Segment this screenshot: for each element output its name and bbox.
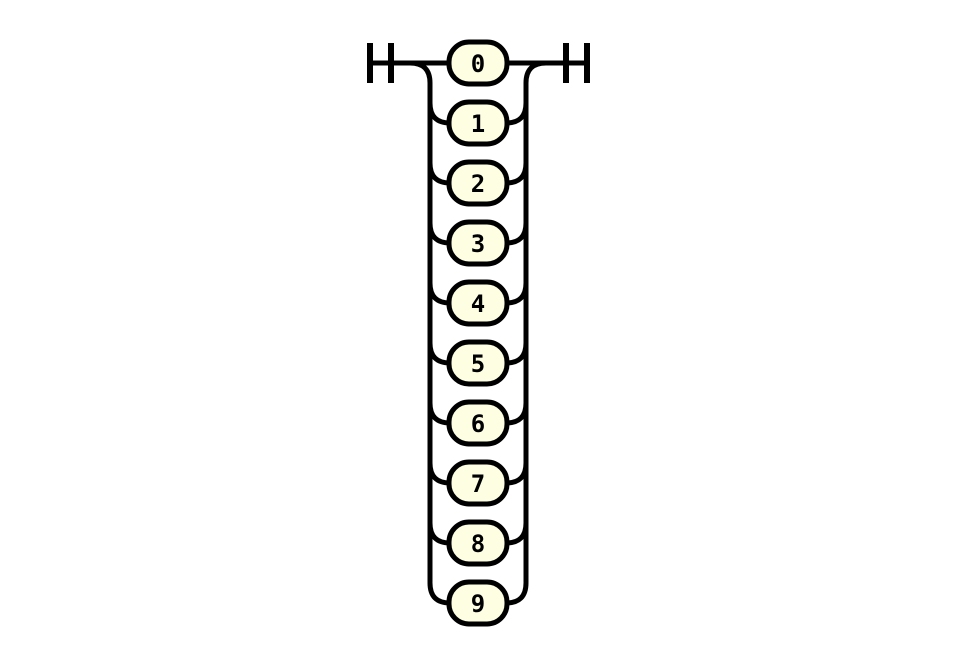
right-trunk — [523, 60, 549, 585]
terminal-3: 3 — [446, 219, 510, 267]
terminal-box — [446, 399, 510, 447]
terminal-label: 8 — [471, 530, 485, 558]
terminal-label: 5 — [471, 350, 485, 378]
terminal-label: 0 — [471, 50, 485, 78]
terminal-label: 6 — [471, 410, 485, 438]
terminal-7: 7 — [446, 459, 510, 507]
terminal-box — [446, 159, 510, 207]
terminal-2: 2 — [446, 159, 510, 207]
terminal-label: 9 — [471, 590, 485, 618]
terminal-label: 1 — [471, 110, 485, 138]
terminal-label: 2 — [471, 170, 485, 198]
terminal-box — [446, 39, 510, 87]
terminal-label: 4 — [471, 290, 485, 318]
terminal-box — [446, 459, 510, 507]
terminal-box — [446, 219, 510, 267]
terminal-9: 9 — [446, 579, 510, 627]
terminal-5: 5 — [446, 339, 510, 387]
terminal-0: 0 — [446, 39, 510, 87]
terminal-box — [446, 339, 510, 387]
terminal-label: 7 — [471, 470, 485, 498]
terminal-box — [446, 279, 510, 327]
terminal-box — [446, 519, 510, 567]
terminal-1: 1 — [446, 99, 510, 147]
left-trunk — [407, 60, 433, 585]
terminal-6: 6 — [446, 399, 510, 447]
terminal-nodes: 0 1 2 3 4 5 6 7 8 9 — [446, 39, 510, 627]
terminal-4: 4 — [446, 279, 510, 327]
terminal-box — [446, 99, 510, 147]
terminal-label: 3 — [471, 230, 485, 258]
railroad-rails — [367, 43, 590, 585]
terminal-box — [446, 579, 510, 627]
terminal-8: 8 — [446, 519, 510, 567]
